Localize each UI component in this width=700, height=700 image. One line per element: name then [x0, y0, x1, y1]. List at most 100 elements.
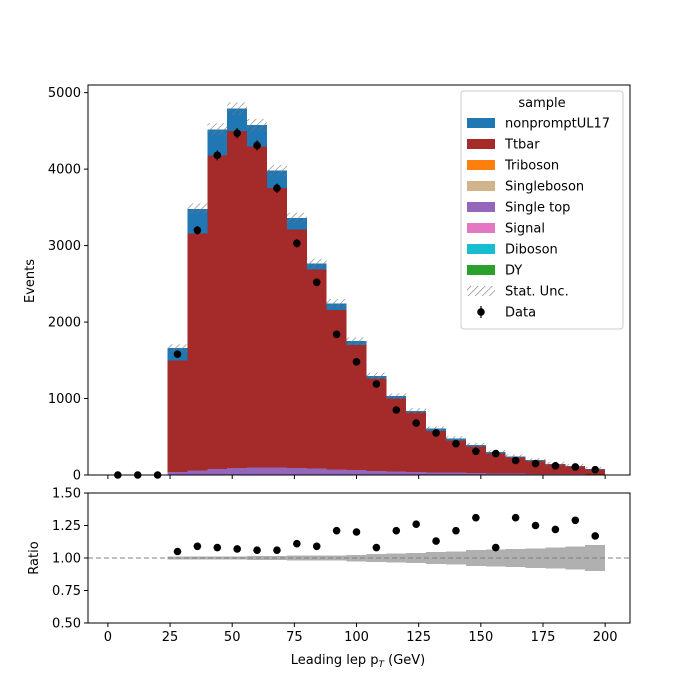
- bar-ttbar: [326, 309, 347, 470]
- bar-ttbar: [485, 453, 506, 474]
- ratio-point: [472, 513, 480, 522]
- stat-unc-hatch: [326, 298, 347, 308]
- stat-unc-hatch: [446, 436, 466, 441]
- ratio-unc-band: [485, 549, 506, 567]
- x-axis-label-main: Leading lep p: [291, 653, 379, 668]
- data-point: [591, 465, 599, 474]
- legend-label-singleboson: Singleboson: [505, 180, 584, 195]
- ratio-y-tick-label: 1.50: [52, 487, 81, 502]
- data-point: [273, 184, 281, 193]
- bar-single-top: [446, 472, 466, 475]
- bar-single-top: [346, 470, 367, 475]
- ratio-unc-band: [565, 546, 586, 570]
- bar-single-top: [187, 470, 208, 475]
- ratio-unc-band: [227, 556, 248, 560]
- x-tick-label: 0: [104, 630, 112, 645]
- x-tick-label: 100: [344, 630, 369, 645]
- bar-single-top: [326, 469, 347, 475]
- bar-single-top: [207, 468, 228, 475]
- stat-unc-hatch: [465, 442, 486, 447]
- bar-nonpromptul17: [187, 208, 208, 234]
- ratio-point: [312, 542, 321, 551]
- x-tick-label: 125: [406, 630, 431, 645]
- ratio-point: [491, 543, 500, 552]
- x-axis-label: Leading lep pT (GeV): [291, 653, 425, 670]
- legend-swatch-single-top: [467, 202, 495, 212]
- ratio-point: [432, 537, 440, 545]
- legend-label-stat-unc-: Stat. Unc.: [505, 285, 569, 300]
- bar-ttbar: [167, 360, 188, 472]
- ratio-point: [372, 543, 381, 552]
- bar-ttbar: [366, 378, 387, 471]
- ratio-point: [173, 547, 182, 556]
- bar-ttbar: [386, 398, 407, 472]
- ratio-point: [452, 526, 460, 535]
- ratio-y-tick-label: 0.75: [52, 584, 81, 599]
- bar-single-top: [505, 473, 526, 475]
- bar-nonpromptul17: [207, 129, 228, 156]
- ratio-point: [571, 516, 580, 525]
- bar-single-top: [306, 468, 327, 475]
- bar-single-top: [227, 468, 248, 475]
- bar-single-top: [386, 471, 407, 475]
- data-point: [213, 151, 222, 160]
- stat-unc-hatch: [366, 372, 387, 380]
- legend-swatch-ttbar: [467, 139, 495, 149]
- stat-unc-hatch: [227, 102, 248, 116]
- bar-nonpromptul17: [286, 218, 307, 230]
- bar-single-top: [247, 467, 268, 475]
- stat-unc-hatch: [346, 337, 367, 346]
- bar-single-top: [426, 472, 447, 475]
- bar-single-top: [286, 468, 307, 475]
- stat-unc-hatch: [406, 408, 427, 414]
- bar-ttbar: [267, 187, 287, 468]
- bar-ttbar: [446, 440, 466, 473]
- x-axis-label-subscript: T: [378, 660, 385, 670]
- stat-unc-hatch: [426, 426, 447, 431]
- ratio-plot: 0.50 0.75 1.00 1.25 1.50 0 25 50 75 100 125 150 175 2…: [52, 487, 631, 645]
- data-point: [491, 449, 500, 458]
- bar-single-top: [485, 473, 506, 475]
- legend-title: sample: [518, 96, 565, 111]
- y-tick-label: 0: [73, 469, 81, 484]
- data-point: [392, 406, 401, 414]
- y-axis-label-ratio: Ratio: [27, 541, 42, 574]
- bar-ttbar: [306, 269, 327, 469]
- legend-swatch-singleboson: [467, 181, 495, 191]
- x-tick-label: 200: [593, 630, 618, 645]
- stat-unc-hatch: [187, 203, 208, 215]
- bar-single-top: [525, 473, 546, 475]
- legend-label-diboson: Diboson: [505, 243, 558, 258]
- data-point: [372, 380, 381, 388]
- bar-ttbar: [426, 431, 447, 473]
- bar-ttbar: [465, 446, 486, 474]
- ratio-point: [412, 520, 420, 528]
- ratio-unc-band: [525, 548, 546, 568]
- legend-swatch-triboson: [467, 160, 495, 170]
- data-point: [193, 226, 202, 235]
- stat-unc-hatch: [386, 393, 407, 400]
- ratio-point: [233, 545, 241, 553]
- ratio-y-tick-label: 1.00: [52, 552, 81, 567]
- x-tick-label: 175: [531, 630, 556, 645]
- stat-unc-hatch: [247, 118, 268, 132]
- legend-swatch-dy: [467, 265, 495, 275]
- ratio-point: [392, 526, 401, 535]
- ratio-point: [511, 513, 520, 522]
- bar-single-top: [406, 471, 427, 475]
- y-tick-label: 2000: [48, 316, 81, 331]
- legend-marker-data: [477, 308, 485, 316]
- bar-ttbar: [227, 130, 248, 469]
- data-point: [412, 419, 420, 427]
- ratio-point: [531, 521, 540, 530]
- legend-label-ttbar: Ttbar: [504, 138, 540, 153]
- stat-unc-hatch: [286, 212, 307, 224]
- y-axis-label-events: Events: [23, 259, 38, 303]
- stat-unc-hatch: [306, 258, 327, 269]
- x-axis-label-unit: (GeV): [384, 653, 425, 668]
- legend-swatch-signal: [467, 223, 495, 233]
- bar-ttbar: [525, 461, 546, 474]
- legend-label-triboson: Triboson: [504, 159, 559, 174]
- legend-label-dy: DY: [505, 264, 522, 279]
